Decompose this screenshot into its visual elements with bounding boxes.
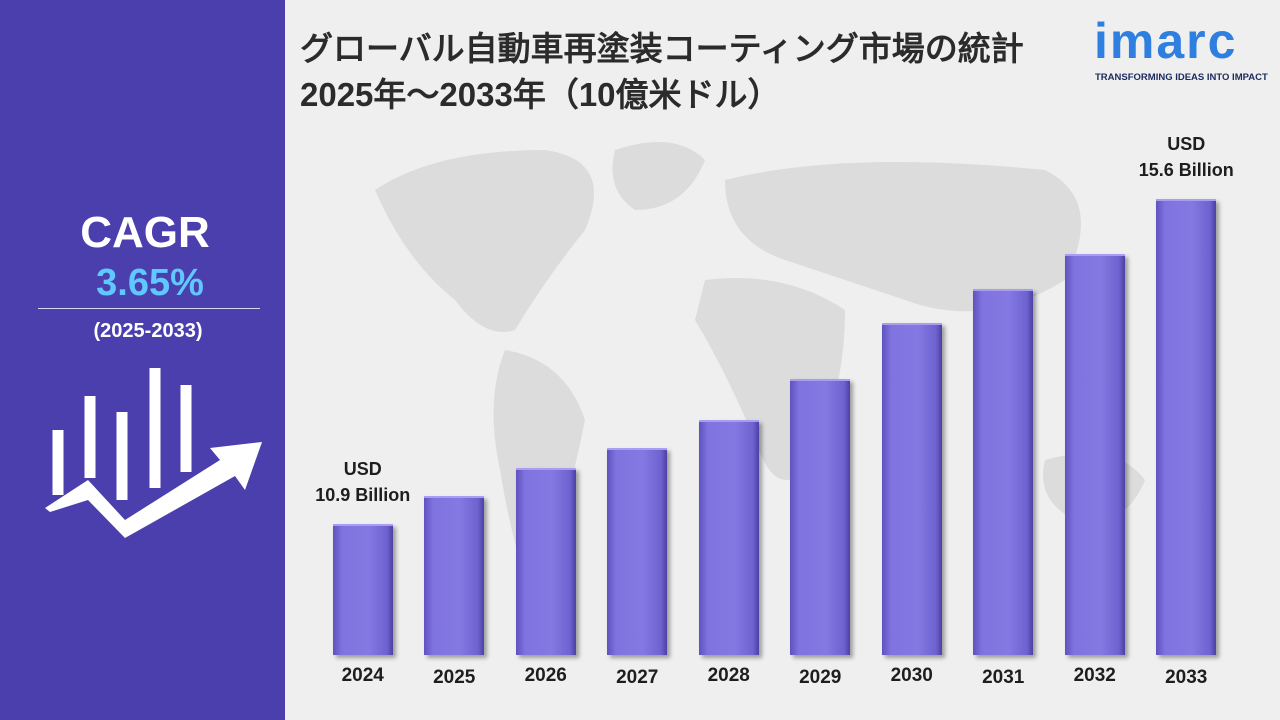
data-label: USD 15.6 Billion [1138,134,1234,180]
x-tick-label: 2025 [433,667,476,688]
chart-title: グローバル自動車再塗装コーティング市場の統計 2025年～2033年（10億米ド… [300,30,1024,113]
x-tick-label: 2033 [1165,667,1208,688]
bar [515,468,576,655]
bar [790,378,851,655]
x-tick-label: 2032 [1073,665,1116,686]
cagr-value: 3.65% [96,262,204,304]
x-tick-label: 2028 [707,665,750,686]
cagr-label: CAGR [80,208,210,257]
arrow [45,442,262,538]
logo-tagline: TRANSFORMING IDEAS INTO IMPACT [1095,72,1268,83]
side-panel: CAGR 3.65% (2025-2033) [0,0,285,720]
divider [38,308,260,309]
cagr-period: (2025-2033) [93,320,203,342]
bar [1156,199,1217,655]
x-tick-label: 2031 [982,667,1025,688]
x-tick-label: 2026 [524,665,567,686]
bar [1064,254,1125,655]
x-tick-label: 2029 [799,667,842,688]
bar [424,495,485,655]
data-label: USD 10.9 Billion [315,458,411,505]
bar [698,419,759,655]
x-tick-label: 2030 [890,665,933,686]
logo: imarc [1094,13,1238,69]
bar [973,288,1034,655]
growth-icon [45,368,262,538]
bar [332,523,393,655]
world-map [375,142,1145,600]
bar [607,447,668,655]
x-tick-label: 2024 [341,665,384,686]
bar [881,323,942,655]
x-tick-label: 2027 [616,667,659,688]
